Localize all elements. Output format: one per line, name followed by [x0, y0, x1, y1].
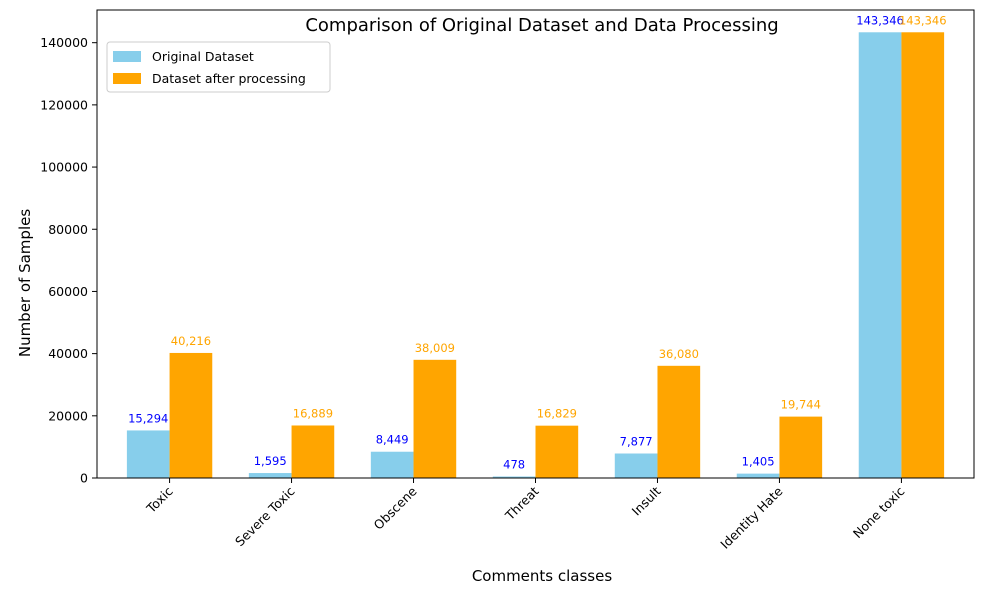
bar-processed-0	[169, 352, 213, 478]
legend-swatch	[113, 73, 141, 84]
x-tick-label: Insult	[629, 483, 664, 518]
y-tick-label: 20000	[48, 408, 88, 423]
chart-title: Comparison of Original Dataset and Data …	[305, 15, 778, 36]
legend-entry: Original Dataset	[152, 49, 254, 64]
x-tick-label: Threat	[502, 483, 542, 523]
bar-original-2	[370, 451, 414, 478]
y-tick-label: 40000	[48, 346, 88, 361]
data-label-processed-2: 38,009	[415, 341, 455, 355]
data-label-processed-0: 40,216	[171, 334, 211, 348]
bar-original-0	[126, 430, 170, 478]
bars-layer	[126, 32, 945, 479]
y-tick-label: 120000	[40, 97, 88, 112]
y-tick-label: 0	[80, 471, 88, 486]
bar-original-6	[858, 32, 902, 479]
data-label-original-1: 1,595	[254, 454, 287, 468]
bar-processed-3	[535, 425, 579, 478]
data-label-original-5: 1,405	[742, 455, 775, 469]
bar-processed-1	[291, 425, 335, 478]
y-axis: 0 20000 40000 60000 80000 100000 120000 140000	[40, 35, 97, 486]
x-tick-label: Identity Hate	[717, 483, 785, 551]
data-label-processed-3: 16,829	[537, 407, 577, 421]
plot-frame	[96, 9, 975, 479]
legend-entry: Dataset after processing	[152, 71, 306, 86]
x-tick-label: Obscene	[371, 483, 420, 532]
data-labels-layer: 15,294 1,595 8,449 478 7,877 1,405 143,346 40,2…	[128, 13, 946, 471]
y-tick-label: 100000	[40, 160, 88, 175]
data-label-original-3: 478	[503, 458, 525, 472]
data-label-original-4: 7,877	[620, 435, 653, 449]
bar-processed-5	[779, 416, 823, 478]
data-label-original-2: 8,449	[376, 433, 409, 447]
bar-processed-4	[657, 365, 701, 478]
y-axis-label: Number of Samples	[16, 209, 34, 357]
bar-original-3	[492, 476, 536, 478]
bar-original-1	[248, 473, 292, 478]
legend: Original Dataset Dataset after processing	[106, 41, 331, 93]
legend-box	[106, 41, 331, 93]
x-tick-label: Toxic	[143, 483, 176, 516]
y-tick-label: 80000	[48, 222, 88, 237]
bar-original-5	[736, 473, 780, 478]
data-label-processed-1: 16,889	[293, 406, 333, 420]
data-label-processed-6: 143,346	[899, 13, 947, 27]
data-label-original-6: 143,346	[856, 13, 904, 27]
bar-processed-2	[413, 359, 457, 478]
data-label-original-0: 15,294	[128, 411, 168, 425]
bar-processed-6	[901, 32, 945, 479]
bar-original-4	[614, 453, 658, 478]
data-label-processed-5: 19,744	[781, 398, 821, 412]
x-tick-label: None toxic	[850, 483, 908, 541]
x-axis-label: Comments classes	[472, 567, 613, 585]
y-tick-label: 140000	[40, 35, 88, 50]
x-tick-label: Severe Toxic	[232, 483, 298, 549]
x-axis: Toxic Severe Toxic Obscene Threat Insult Iden…	[143, 478, 908, 552]
legend-swatch	[113, 51, 141, 62]
y-tick-label: 60000	[48, 284, 88, 299]
data-label-processed-4: 36,080	[659, 347, 699, 361]
